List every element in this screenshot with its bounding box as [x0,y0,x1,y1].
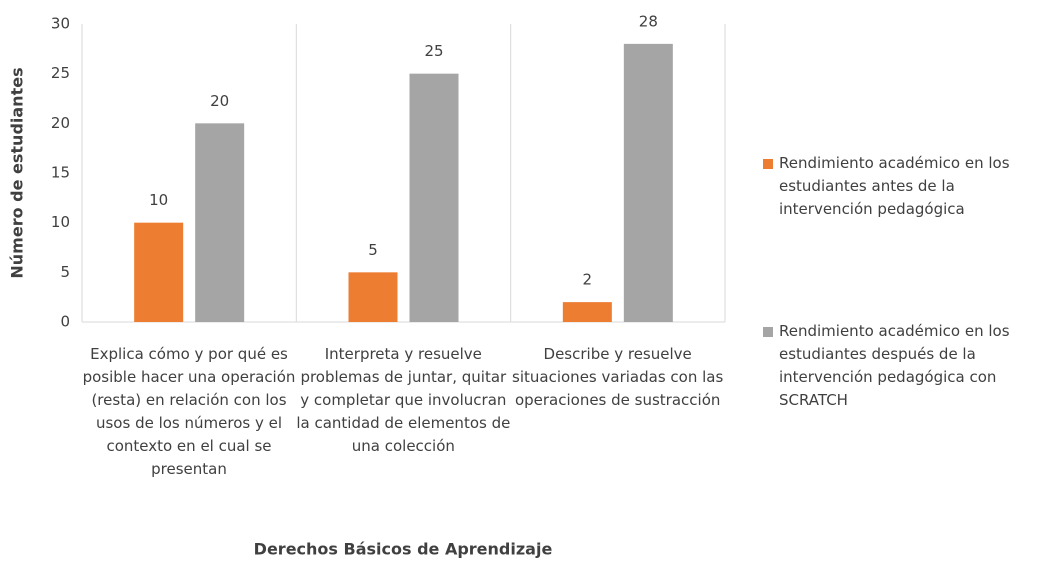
y-axis-title: Número de estudiantes [8,67,27,278]
data-label: 5 [368,241,378,259]
y-tick-label: 10 [51,213,70,231]
legend-swatch [763,327,773,337]
legend-label: Rendimiento académico en los estudiantes… [779,322,1010,409]
y-tick-label: 25 [51,64,70,82]
x-tick-label: Interpreta y resuelve problemas de junta… [296,345,511,455]
y-tick-label: 20 [51,114,70,132]
data-label: 25 [424,42,443,60]
bar [348,272,398,322]
y-tick-label: 15 [51,164,70,182]
y-tick-label: 5 [60,263,70,281]
x-tick-label: Describe y resuelve situaciones variadas… [512,345,724,409]
y-tick-label: 0 [60,313,70,331]
x-axis-title: Derechos Básicos de Aprendizaje [254,540,553,559]
data-label: 28 [639,12,658,30]
legend-label: Rendimiento académico en los estudiantes… [779,154,1010,218]
data-label: 20 [210,92,229,110]
bar [623,43,673,322]
y-tick-label: 30 [51,15,70,33]
data-label: 10 [149,191,168,209]
bar [409,73,459,323]
bar [195,123,245,322]
legend-swatch [763,159,773,169]
x-tick-label: Explica cómo y por qué es posible hacer … [82,345,296,478]
bar [134,222,184,322]
bar [562,302,612,322]
data-label: 2 [583,271,593,289]
